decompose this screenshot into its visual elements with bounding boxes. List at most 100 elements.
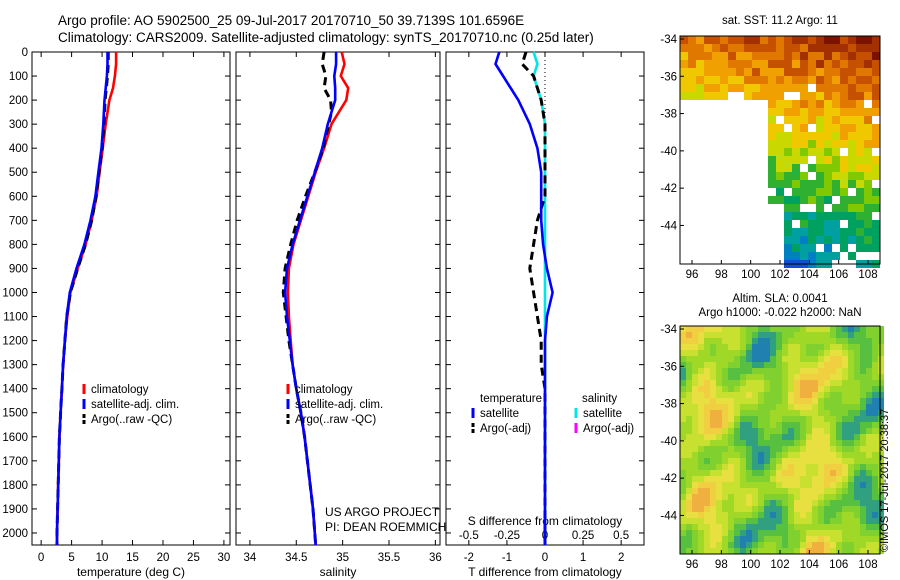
map-y-tick-label: -38 <box>660 109 677 121</box>
sst-cell <box>784 108 792 116</box>
sla-cell <box>878 392 884 398</box>
sst-cell <box>864 124 872 132</box>
sla-cell <box>728 326 734 332</box>
map-y-tick-label: -34 <box>660 34 677 46</box>
sla-cell <box>800 464 806 470</box>
sla-cell <box>872 362 878 368</box>
sla-cell <box>848 362 854 368</box>
sst-cell <box>688 132 696 140</box>
sst-cell <box>728 124 736 132</box>
sla-cell <box>800 332 806 338</box>
sla-cell <box>758 332 764 338</box>
series-temp-satellite <box>494 51 554 545</box>
sst-cell <box>792 36 800 44</box>
sst-cell <box>816 60 824 68</box>
legend-label: climatology <box>295 384 353 396</box>
sla-cell <box>686 350 692 356</box>
sla-cell <box>722 530 728 536</box>
sst-cell <box>832 252 840 260</box>
sst-cell <box>856 188 864 196</box>
sst-cell <box>696 180 704 188</box>
sst-cell <box>792 204 800 212</box>
sst-cell <box>776 164 784 172</box>
sla-cell <box>686 512 692 518</box>
sla-cell <box>848 494 854 500</box>
sla-cell <box>716 386 722 392</box>
sla-cell <box>776 524 782 530</box>
sla-cell <box>830 350 836 356</box>
sla-cell <box>872 452 878 458</box>
sla-cell <box>824 416 830 422</box>
sla-cell <box>746 512 752 518</box>
sst-cell <box>752 116 760 124</box>
sst-cell <box>808 236 816 244</box>
x-tick-label: 1 <box>580 552 586 564</box>
sst-cell <box>768 252 776 260</box>
sla-cell <box>860 464 866 470</box>
sla-cell <box>818 362 824 368</box>
sla-cell <box>818 458 824 464</box>
sla-cell <box>806 470 812 476</box>
sst-cell <box>720 204 728 212</box>
sla-cell <box>704 524 710 530</box>
sla-cell <box>680 386 686 392</box>
sla-cell <box>752 458 758 464</box>
sla-cell <box>824 410 830 416</box>
sla-cell <box>776 506 782 512</box>
sst-cell <box>712 148 720 156</box>
sla-cell <box>794 326 800 332</box>
sla-cell <box>728 452 734 458</box>
sst-cell <box>864 236 872 244</box>
sla-cell <box>812 548 818 554</box>
x-axis-label: temperature (deg C) <box>77 565 185 579</box>
y-tick-label: 500 <box>9 167 28 179</box>
sla-cell <box>746 518 752 524</box>
sla-cell <box>872 398 878 404</box>
sla-cell <box>866 536 872 542</box>
sla-cell <box>872 536 878 542</box>
sst-cell <box>720 108 728 116</box>
sst-cell <box>872 84 880 92</box>
sla-cell <box>776 338 782 344</box>
sla-cell <box>830 422 836 428</box>
sla-cell <box>764 404 770 410</box>
sla-cell <box>800 362 806 368</box>
sla-cell <box>842 392 848 398</box>
sla-cell <box>782 512 788 518</box>
sla-cell <box>716 482 722 488</box>
sst-cell <box>800 252 808 260</box>
sla-cell <box>770 398 776 404</box>
sla-cell <box>716 362 722 368</box>
sst-cell <box>760 196 768 204</box>
sla-cell <box>758 494 764 500</box>
y-tick-label: 1600 <box>2 432 28 444</box>
sla-cell <box>812 386 818 392</box>
sla-cell <box>866 482 872 488</box>
sla-cell <box>800 404 806 410</box>
sst-cell <box>792 148 800 156</box>
sla-cell <box>722 488 728 494</box>
sla-cell <box>680 434 686 440</box>
sla-cell <box>788 536 794 542</box>
sst-cell <box>856 116 864 124</box>
sla-cell <box>728 476 734 482</box>
sla-cell <box>728 368 734 374</box>
sla-cell <box>854 332 860 338</box>
sla-cell <box>698 434 704 440</box>
sst-cell <box>848 164 856 172</box>
sst-cell <box>712 140 720 148</box>
x-tick-label: 20 <box>157 552 170 564</box>
sla-cell <box>692 536 698 542</box>
sst-cell <box>808 156 816 164</box>
sla-cell <box>782 476 788 482</box>
sla-cell <box>710 440 716 446</box>
sla-cell <box>758 374 764 380</box>
sla-cell <box>770 362 776 368</box>
sla-cell <box>794 446 800 452</box>
sla-cell <box>836 530 842 536</box>
y-tick-label: 1200 <box>2 336 28 348</box>
sla-cell <box>680 374 686 380</box>
sst-cell <box>760 228 768 236</box>
sst-cell <box>736 204 744 212</box>
sst-cell <box>752 84 760 92</box>
